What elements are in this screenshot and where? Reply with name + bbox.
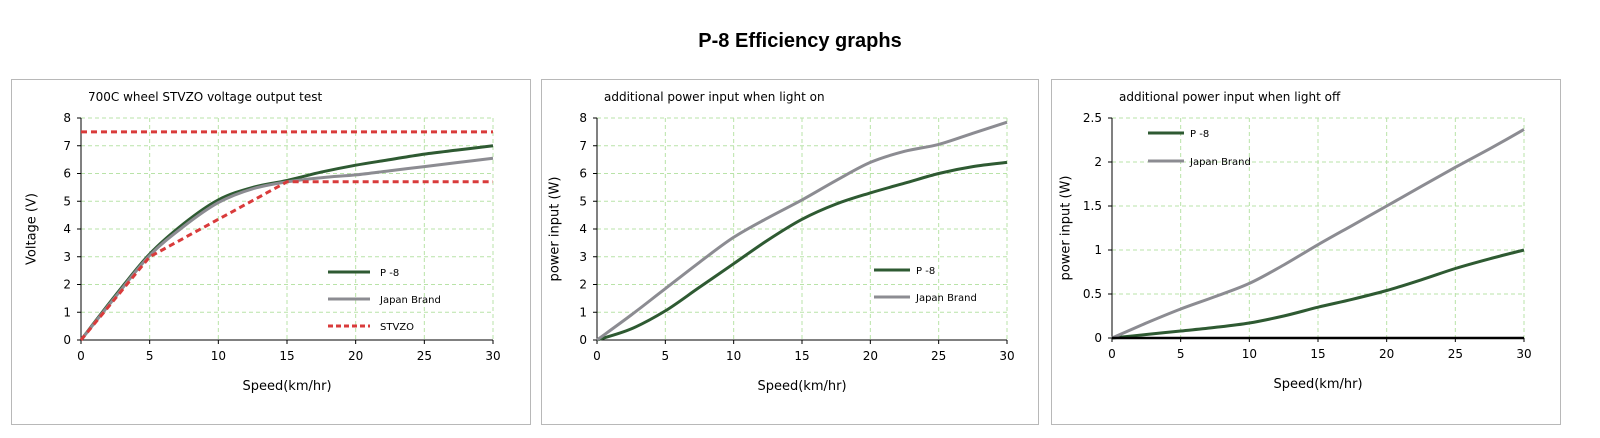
x-tick-label: 5 <box>146 349 154 363</box>
legend-label: P -8 <box>380 268 399 279</box>
y-tick-label: 5 <box>63 194 71 208</box>
y-tick-label: 6 <box>63 167 71 181</box>
x-tick-label: 5 <box>662 349 670 363</box>
y-axis-label: power input (W) <box>548 177 563 282</box>
legend: P -8 Japan Brand <box>874 266 977 304</box>
x-tick-label: 10 <box>1242 347 1257 361</box>
y-tick-label: 1 <box>63 305 71 319</box>
y-tick-label: 8 <box>579 111 587 125</box>
x-tick-label: 20 <box>863 349 878 363</box>
series-line-stvzo <box>79 180 493 341</box>
x-tick-label: 20 <box>348 349 363 363</box>
series-line-japan-brand <box>1111 128 1525 340</box>
y-tick-label: 7 <box>579 139 587 153</box>
x-tick-label: 30 <box>999 349 1014 363</box>
series-line-p-8 <box>596 160 1008 342</box>
legend-label: P -8 <box>1190 129 1209 140</box>
y-tick-label: 2 <box>579 278 587 292</box>
y-tick-label: 3 <box>579 250 587 264</box>
power-light-on-chart-panel: additional power input when light on 0 5 10… <box>541 79 1039 425</box>
x-tick-label: 15 <box>279 349 294 363</box>
y-tick-label: 1 <box>579 305 587 319</box>
x-tick-label: 10 <box>726 349 741 363</box>
grid <box>81 117 494 340</box>
legend-label: Japan Brand <box>1189 157 1251 168</box>
power-light-off-chart: additional power input when light off 0 5 1… <box>1059 90 1532 392</box>
x-axis-label: Speed(km/hr) <box>242 379 331 394</box>
chart-title: 700C wheel STVZO voltage output test <box>88 90 322 104</box>
y-tick-label: 1.5 <box>1083 199 1102 213</box>
y-tick-label: 4 <box>63 222 71 236</box>
x-tick-label: 5 <box>1177 347 1185 361</box>
x-axis-label: Speed(km/hr) <box>1273 377 1362 392</box>
voltage-chart-panel: 700C wheel STVZO voltage output test 0 5 10… <box>11 79 531 425</box>
y-tick-label: 0 <box>1094 331 1102 345</box>
x-tick-label: 0 <box>1108 347 1116 361</box>
chart-title: additional power input when light off <box>1119 90 1341 104</box>
y-tick-label: 4 <box>579 222 587 236</box>
y-tick-label: 6 <box>579 167 587 181</box>
x-tick-label: 15 <box>794 349 809 363</box>
y-axis-label: Voltage (V) <box>25 193 40 265</box>
y-tick-label: 7 <box>63 139 71 153</box>
y-axis-label: power input (W) <box>1059 176 1074 281</box>
x-tick-label: 10 <box>211 349 226 363</box>
y-tick-label: 3 <box>63 250 71 264</box>
grid <box>1112 117 1525 338</box>
x-tick-label: 30 <box>1516 347 1531 361</box>
x-tick-label: 15 <box>1310 347 1325 361</box>
y-tick-label: 2 <box>1094 155 1102 169</box>
legend-label: P -8 <box>916 266 935 277</box>
y-tick-label: 2.5 <box>1083 111 1102 125</box>
y-tick-label: 2 <box>63 278 71 292</box>
y-tick-label: 0 <box>579 333 587 347</box>
y-tick-label: 5 <box>579 194 587 208</box>
x-tick-label: 25 <box>1448 347 1463 361</box>
page-title: P-8 Efficiency graphs <box>698 30 902 52</box>
power-light-off-chart-panel: additional power input when light off 0 5 1… <box>1051 79 1561 425</box>
x-tick-label: 0 <box>77 349 85 363</box>
y-tick-label: 0 <box>63 333 71 347</box>
grid <box>597 117 1008 340</box>
legend-label: Japan Brand <box>379 295 441 306</box>
y-tick-label: 0.5 <box>1083 287 1102 301</box>
x-tick-label: 25 <box>931 349 946 363</box>
y-tick-label: 8 <box>63 111 71 125</box>
series-line-japan-brand <box>596 120 1008 342</box>
legend-label: STVZO <box>380 322 414 333</box>
x-axis-label: Speed(km/hr) <box>757 379 846 394</box>
x-tick-label: 0 <box>593 349 601 363</box>
x-tick-label: 20 <box>1379 347 1394 361</box>
chart-title: additional power input when light on <box>604 90 825 104</box>
legend: P -8 Japan Brand STVZO <box>328 268 441 333</box>
y-tick-label: 1 <box>1094 243 1102 257</box>
legend-label: Japan Brand <box>915 293 977 304</box>
series-line-p-8 <box>1111 248 1525 340</box>
x-tick-label: 25 <box>417 349 432 363</box>
legend: P -8 Japan Brand <box>1148 129 1251 168</box>
x-tick-label: 30 <box>485 349 500 363</box>
power-light-on-chart: additional power input when light on0 5 10… <box>548 90 1015 394</box>
